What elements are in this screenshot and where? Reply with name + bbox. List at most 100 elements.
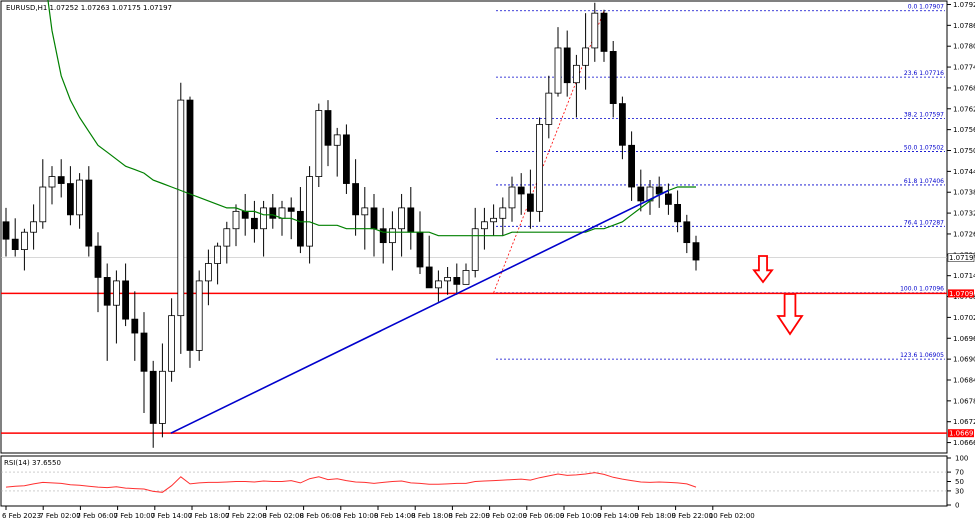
time-tick-label: 8 Feb 02:00: [262, 512, 303, 520]
candle-body-up: [333, 134, 341, 146]
candle-body-up: [361, 207, 369, 216]
candle-body-up: [195, 280, 203, 351]
candle-body-down: [296, 210, 304, 247]
candle: [76, 173, 83, 229]
candle-body-down: [352, 183, 360, 216]
candle: [122, 263, 129, 327]
rsi-tick-label: 100: [955, 455, 968, 463]
candle: [11, 218, 19, 257]
candle-body-up: [591, 12, 599, 49]
candle: [85, 166, 93, 257]
candle: [582, 13, 589, 90]
candle: [67, 166, 74, 226]
candle-body-down: [241, 210, 249, 219]
candle: [168, 298, 176, 382]
candle-body-up: [39, 186, 47, 223]
candle-body-up: [545, 92, 553, 125]
candle-body-down: [665, 193, 672, 205]
fib-level-label: 50.0 1.07502: [904, 145, 944, 152]
candle-body-down: [527, 193, 534, 212]
candle-body-down: [637, 186, 645, 202]
candle: [527, 169, 534, 229]
time-tick-label: 7 Feb 10:00: [114, 512, 155, 520]
price-tick-label: 1.07265: [953, 230, 975, 238]
candle-body-down: [149, 370, 157, 424]
rsi-header: RSI(14) 37.6550: [4, 459, 61, 467]
candle: [388, 211, 396, 271]
candle-body-down: [140, 332, 148, 372]
price-tick-label: 1.06905: [953, 356, 975, 364]
candle: [379, 207, 387, 264]
price-tick-label: 1.07145: [953, 272, 975, 280]
candle-body-up: [168, 315, 176, 372]
candle-body-down: [103, 277, 111, 306]
candle-body-down: [416, 231, 424, 268]
candle-body-down: [122, 280, 129, 320]
candle-body-down: [67, 183, 74, 216]
candle-body-down: [11, 238, 19, 251]
candle-body-up: [471, 228, 479, 271]
candle: [324, 100, 332, 167]
candle-body-up: [260, 207, 268, 230]
candle: [361, 187, 369, 250]
candle: [149, 360, 157, 448]
chart-header: EURUSD,H1 1.07252 1.07263 1.07175 1.0719…: [6, 4, 172, 12]
candle: [223, 221, 231, 264]
rsi-path: [5, 472, 697, 493]
candle: [352, 159, 360, 236]
candle-body-down: [269, 207, 277, 219]
down-arrow-large: [776, 293, 804, 336]
price-tick-label: 1.06665: [953, 439, 975, 447]
candle: [94, 232, 102, 313]
candle-body-up: [76, 179, 83, 216]
candle: [499, 197, 507, 236]
candle-body-down: [619, 103, 626, 146]
candle: [269, 193, 277, 229]
time-tick-label: 7 Feb 22:00: [225, 512, 266, 520]
candle-body-down: [628, 144, 635, 188]
candle-body-up: [388, 228, 396, 244]
candle: [674, 190, 681, 233]
candle-body-down: [85, 179, 93, 247]
candle-body-up: [536, 124, 543, 212]
candle: [508, 176, 516, 222]
trendlines: [170, 189, 669, 434]
candle: [425, 235, 433, 289]
price-line-label: 1.07094: [949, 290, 975, 298]
time-tick-label: 9 Feb 22:00: [672, 512, 713, 520]
candle-body-down: [2, 221, 10, 240]
price-panel: [0, 0, 948, 454]
candle-body-up: [499, 207, 507, 219]
candle-body-down: [94, 245, 102, 278]
candle: [517, 173, 525, 215]
candle: [573, 54, 580, 118]
candle: [103, 263, 111, 361]
candle: [554, 27, 562, 97]
candle: [250, 200, 258, 243]
candle: [186, 96, 194, 368]
fib-level-label: 76.4 1.07287: [904, 219, 944, 226]
time-tick-label: 8 Feb 18:00: [411, 512, 452, 520]
time-tick-label: 7 Feb 18:00: [188, 512, 229, 520]
price-tick-label: 1.07565: [953, 126, 975, 134]
candle: [177, 82, 185, 354]
price-tick-label: 1.06845: [953, 376, 975, 384]
candle: [260, 200, 268, 257]
price-tick-label: 1.07385: [953, 189, 975, 197]
price-tick-label: 1.06965: [953, 335, 975, 343]
candle-body-down: [425, 266, 433, 289]
candle-body-up: [490, 217, 498, 223]
candle: [591, 2, 599, 62]
candle-body-up: [223, 228, 231, 247]
fib-level-label: 0.0 1.07907: [908, 4, 944, 11]
time-tick-label: 9 Feb 06:00: [523, 512, 564, 520]
time-tick-label: 9 Feb 02:00: [486, 512, 527, 520]
candle: [471, 207, 479, 278]
current-price-label: 1.07197: [949, 254, 975, 262]
candle-body-up: [462, 270, 470, 285]
candle-body-up: [434, 280, 442, 289]
candle-body-down: [517, 186, 525, 195]
candle-body-down: [131, 318, 139, 334]
